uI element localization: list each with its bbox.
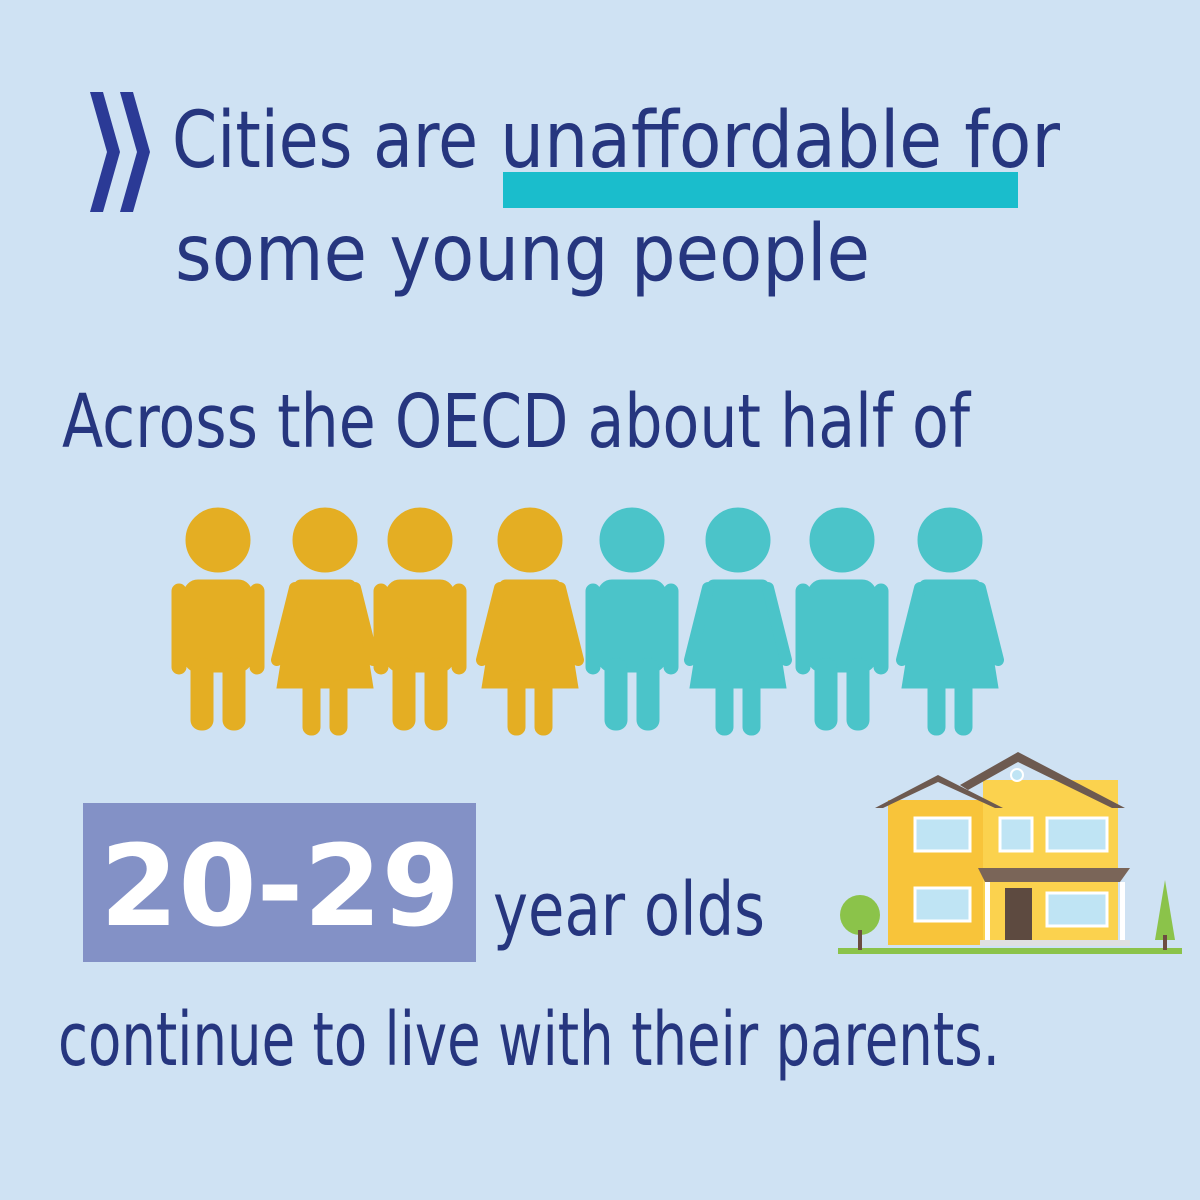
intro-text: Across the OECD about half of [62, 379, 972, 465]
age-range: 20-29 [100, 822, 460, 952]
highlight-underline [503, 172, 1018, 208]
title-text: some young people [175, 209, 870, 299]
house-illustration [838, 752, 1182, 954]
title-highlight: unaffordable for [500, 96, 1061, 186]
age-box [83, 803, 476, 962]
chevron-icon [90, 92, 150, 212]
age-suffix: year olds [493, 867, 765, 953]
title-text: Cities are [172, 96, 478, 186]
conclusion-text: continue to live with their parents. [58, 997, 1000, 1083]
